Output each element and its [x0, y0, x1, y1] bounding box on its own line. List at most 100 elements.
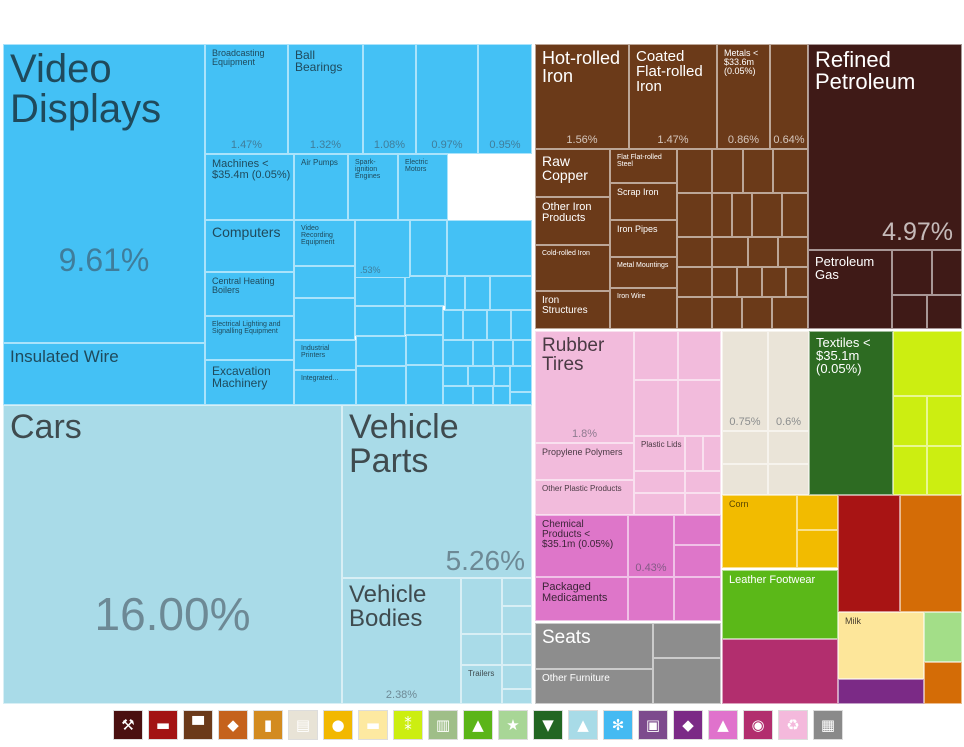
- cell-label: Hot-rolled Iron: [542, 48, 621, 86]
- treemap-cell[interactable]: Petroleum Gas: [808, 250, 892, 329]
- treemap-cell[interactable]: Hot-rolled Iron 1.56%: [535, 44, 629, 149]
- treemap-cell[interactable]: Cold-rolled Iron: [535, 245, 610, 291]
- wheat-icon[interactable]: ⁑: [393, 710, 423, 740]
- treemap-cell[interactable]: .53%: [355, 220, 410, 278]
- treemap-cell[interactable]: Other Plastic Products: [535, 480, 634, 515]
- treemap-cell[interactable]: 0.43%: [628, 515, 674, 577]
- treemap-cell[interactable]: Metals < $33.6m (0.05%) 0.86%: [717, 44, 770, 149]
- treemap-cell[interactable]: Broadcasting Equipment 1.47%: [205, 44, 288, 154]
- anvil-icon[interactable]: ▀: [183, 710, 213, 740]
- treemap-cell[interactable]: Spark-ignition Engines: [348, 154, 398, 220]
- stone-icon[interactable]: ◆: [218, 710, 248, 740]
- treemap-cell[interactable]: Scrap Iron: [610, 183, 677, 220]
- treemap-subtile: [628, 577, 674, 621]
- treemap-cell[interactable]: Air Pumps: [294, 154, 348, 220]
- treemap-cell[interactable]: 0.95%: [478, 44, 532, 154]
- cell-label: Petroleum Gas: [815, 254, 875, 282]
- scroll-icon[interactable]: ▤: [288, 710, 318, 740]
- treemap-subtile: [743, 149, 773, 193]
- recycle-icon[interactable]: ♻: [778, 710, 808, 740]
- box-icon[interactable]: ▦: [813, 710, 843, 740]
- cell-label: Metal Mountings: [617, 262, 669, 269]
- treemap-subtile: [677, 149, 712, 193]
- treemap-cell[interactable]: Corn: [722, 495, 797, 568]
- treemap-cell[interactable]: Chemical Products < $35.1m (0.05%): [535, 515, 628, 577]
- treemap-cell[interactable]: Electrical Lighting and Signalling Equip…: [205, 316, 294, 360]
- fruit-icon[interactable]: ●: [323, 710, 353, 740]
- treemap-cell[interactable]: Integrated...: [294, 370, 356, 405]
- treemap-cell[interactable]: Video Recording Equipment: [294, 220, 355, 266]
- cell-label: Milk: [845, 616, 861, 626]
- treemap-subtile: [778, 237, 808, 267]
- treemap-cell[interactable]: Flat Flat-rolled Steel: [610, 149, 677, 183]
- frame-icon[interactable]: ▣: [638, 710, 668, 740]
- treemap-cell[interactable]: Video Displays 9.61%: [3, 44, 205, 343]
- treemap-cell[interactable]: Plastic Lids: [634, 436, 685, 471]
- treemap-cell[interactable]: Packaged Medicaments: [535, 577, 628, 621]
- cell-percent: 0.86%: [727, 134, 760, 146]
- treemap-cell[interactable]: Insulated Wire: [3, 343, 205, 405]
- treemap-cell[interactable]: Raw Copper: [535, 149, 610, 197]
- treemap-cell[interactable]: Machines < $35.4m (0.05%): [205, 154, 294, 220]
- cell-label: Vehicle Bodies: [349, 581, 427, 632]
- treemap-cell[interactable]: Other Iron Products: [535, 197, 610, 245]
- treemap-subtile: [768, 464, 809, 495]
- treemap-cell[interactable]: Milk: [838, 612, 924, 679]
- bottle-icon[interactable]: ▮: [253, 710, 283, 740]
- treemap-cell[interactable]: Electric Motors: [398, 154, 448, 220]
- treemap-subtile: [405, 276, 445, 306]
- treemap-cell[interactable]: 1.08%: [363, 44, 416, 154]
- road-icon[interactable]: ▲: [568, 710, 598, 740]
- treemap-cell[interactable]: Leather Footwear: [722, 570, 838, 639]
- cell-percent: 4.97%: [882, 218, 953, 246]
- pickaxe-icon[interactable]: ⚒: [113, 710, 143, 740]
- treemap-cell[interactable]: Central Heating Boilers: [205, 272, 294, 316]
- treemap-cell[interactable]: Seats: [535, 623, 653, 669]
- treemap-cell[interactable]: Cars 16.00%: [3, 405, 342, 704]
- treemap-subtile: [762, 267, 786, 297]
- treemap-cell[interactable]: Computers: [205, 220, 294, 272]
- cell-label: Coated Flat-rolled Iron: [636, 48, 703, 95]
- animal-icon[interactable]: ▬: [358, 710, 388, 740]
- cell-label: Electrical Lighting and Signalling Equip…: [212, 321, 281, 335]
- treemap-cell[interactable]: Excavation Machinery: [205, 360, 294, 405]
- treemap-subtile: [768, 431, 809, 464]
- flask-icon[interactable]: ▲: [708, 710, 738, 740]
- treemap-cell[interactable]: Ball Bearings 1.32%: [288, 44, 363, 154]
- shirt-icon[interactable]: ▼: [533, 710, 563, 740]
- cell-label: Integrated...: [301, 375, 339, 382]
- treemap-cell[interactable]: Textiles < $35.1m (0.05%): [809, 331, 893, 495]
- treemap-cell[interactable]: Iron Pipes: [610, 220, 677, 257]
- shoe-icon[interactable]: ▲: [463, 710, 493, 740]
- diamond-icon[interactable]: ◆: [673, 710, 703, 740]
- metal-bar-icon[interactable]: ▬: [148, 710, 178, 740]
- treemap-cell[interactable]: 0.97%: [416, 44, 478, 154]
- building-icon[interactable]: ▥: [428, 710, 458, 740]
- treemap-cell[interactable]: 0.6%: [768, 331, 809, 431]
- treemap-subtile: [797, 495, 838, 530]
- treemap-cell[interactable]: Trailers: [461, 665, 502, 704]
- treemap-cell[interactable]: Propylene Polymers: [535, 443, 634, 480]
- treemap-subtile: [932, 250, 962, 295]
- treemap-cell[interactable]: Industrial Printers: [294, 340, 356, 370]
- treemap-subtile: [892, 250, 932, 295]
- treemap-cell[interactable]: Rubber Tires 1.8%: [535, 331, 634, 443]
- treemap-cell[interactable]: Iron Wire: [610, 288, 677, 329]
- treemap-subtile: [927, 396, 962, 446]
- treemap-subtile: [674, 515, 721, 545]
- gears-icon[interactable]: ✻: [603, 710, 633, 740]
- treemap-cell[interactable]: 0.75%: [722, 331, 768, 431]
- gauge-icon[interactable]: ◉: [743, 710, 773, 740]
- star-icon[interactable]: ★: [498, 710, 528, 740]
- treemap-cell[interactable]: Refined Petroleum 4.97%: [808, 44, 962, 250]
- treemap-cell[interactable]: 0.64%: [770, 44, 808, 149]
- treemap-cell[interactable]: Iron Structures: [535, 291, 610, 329]
- treemap-subtile: [737, 267, 762, 297]
- treemap-cell[interactable]: Vehicle Parts 5.26%: [342, 405, 532, 578]
- cell-label: Iron Structures: [542, 295, 588, 316]
- treemap-cell[interactable]: Other Furniture: [535, 669, 653, 704]
- treemap-cell[interactable]: Coated Flat-rolled Iron 1.47%: [629, 44, 717, 149]
- cell-percent: 1.47%: [657, 134, 689, 146]
- treemap-cell[interactable]: Metal Mountings: [610, 257, 677, 288]
- treemap-cell[interactable]: Vehicle Bodies 2.38%: [342, 578, 461, 704]
